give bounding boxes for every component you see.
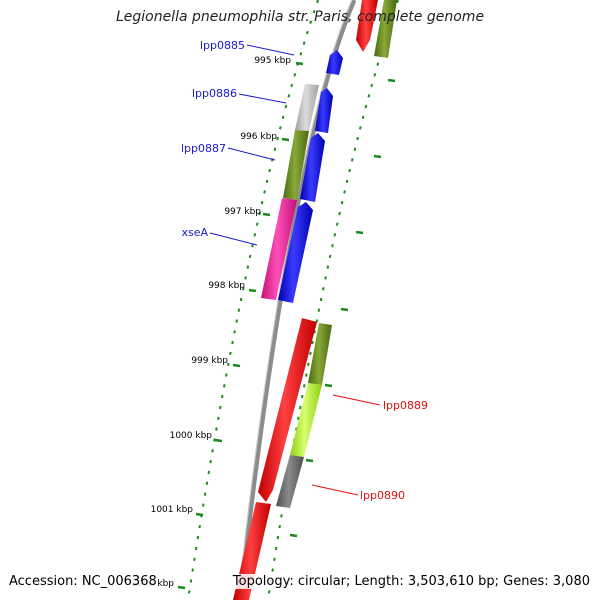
plus-strand-features — [278, 50, 343, 303]
feature-lpp0887-arrow[interactable] — [300, 133, 325, 202]
cog-band-left — [261, 84, 319, 300]
gene-label-xseA[interactable]: xseA — [181, 226, 208, 239]
leader-lpp0890 — [311, 484, 359, 496]
gene-label-lpp0885[interactable]: lpp0885 — [200, 39, 245, 52]
feature-lpp0889-arrow[interactable] — [258, 318, 317, 502]
inner-major-ticks — [177, 61, 304, 590]
gene-label-lpp0890[interactable]: lpp0890 — [360, 489, 405, 502]
gene-label-lpp0887[interactable]: lpp0887 — [181, 142, 226, 155]
cog-lpp0886[interactable] — [295, 84, 319, 131]
cog-top-olive[interactable] — [374, 0, 397, 58]
tick-label: 1001 kbp — [151, 505, 194, 515]
leader-lpp0889 — [332, 394, 381, 406]
leader-lpp0886 — [238, 93, 287, 104]
gene-label-lpp0886[interactable]: lpp0886 — [192, 87, 237, 100]
cog-xseA[interactable] — [261, 198, 297, 300]
tick-label: 997 kbp — [224, 207, 261, 217]
cog-lpp0889-lime[interactable] — [290, 383, 322, 457]
feature-top-red[interactable] — [356, 0, 378, 52]
cog-lpp0890-gray[interactable] — [276, 455, 304, 508]
leader-lpp0887 — [227, 147, 276, 161]
accession-text: Accession: NC_006368 — [9, 574, 157, 589]
tick-label: 999 kbp — [191, 356, 228, 366]
gene-label-lpp0889[interactable]: lpp0889 — [383, 399, 428, 412]
gene-leaders — [209, 44, 381, 496]
genome-summary-text: Topology: circular; Length: 3,503,610 bp… — [232, 574, 590, 589]
cog-band-right — [276, 0, 397, 508]
cog-lpp0887[interactable] — [283, 130, 309, 200]
outer-major-ticks — [289, 78, 396, 538]
leader-lpp0885 — [246, 44, 295, 56]
feature-xseA-arrow[interactable] — [278, 202, 313, 303]
tick-label: 996 kbp — [240, 132, 277, 142]
feature-lpp0885-arrow[interactable] — [326, 50, 343, 75]
backbone-line — [237, 0, 357, 600]
cog-lpp0889-olive[interactable] — [308, 323, 332, 385]
feature-lpp0886-arrow[interactable] — [315, 88, 333, 133]
tick-label: 995 kbp — [254, 56, 291, 66]
leader-xseA — [209, 232, 258, 246]
gene-labels: lpp0885 lpp0886 lpp0887 xseA lpp0889 lpp… — [181, 39, 428, 502]
map-title: Legionella pneumophila str. Paris, compl… — [115, 9, 485, 25]
tick-label: 998 kbp — [208, 281, 245, 291]
tick-label: 1000 kbp — [170, 431, 213, 441]
